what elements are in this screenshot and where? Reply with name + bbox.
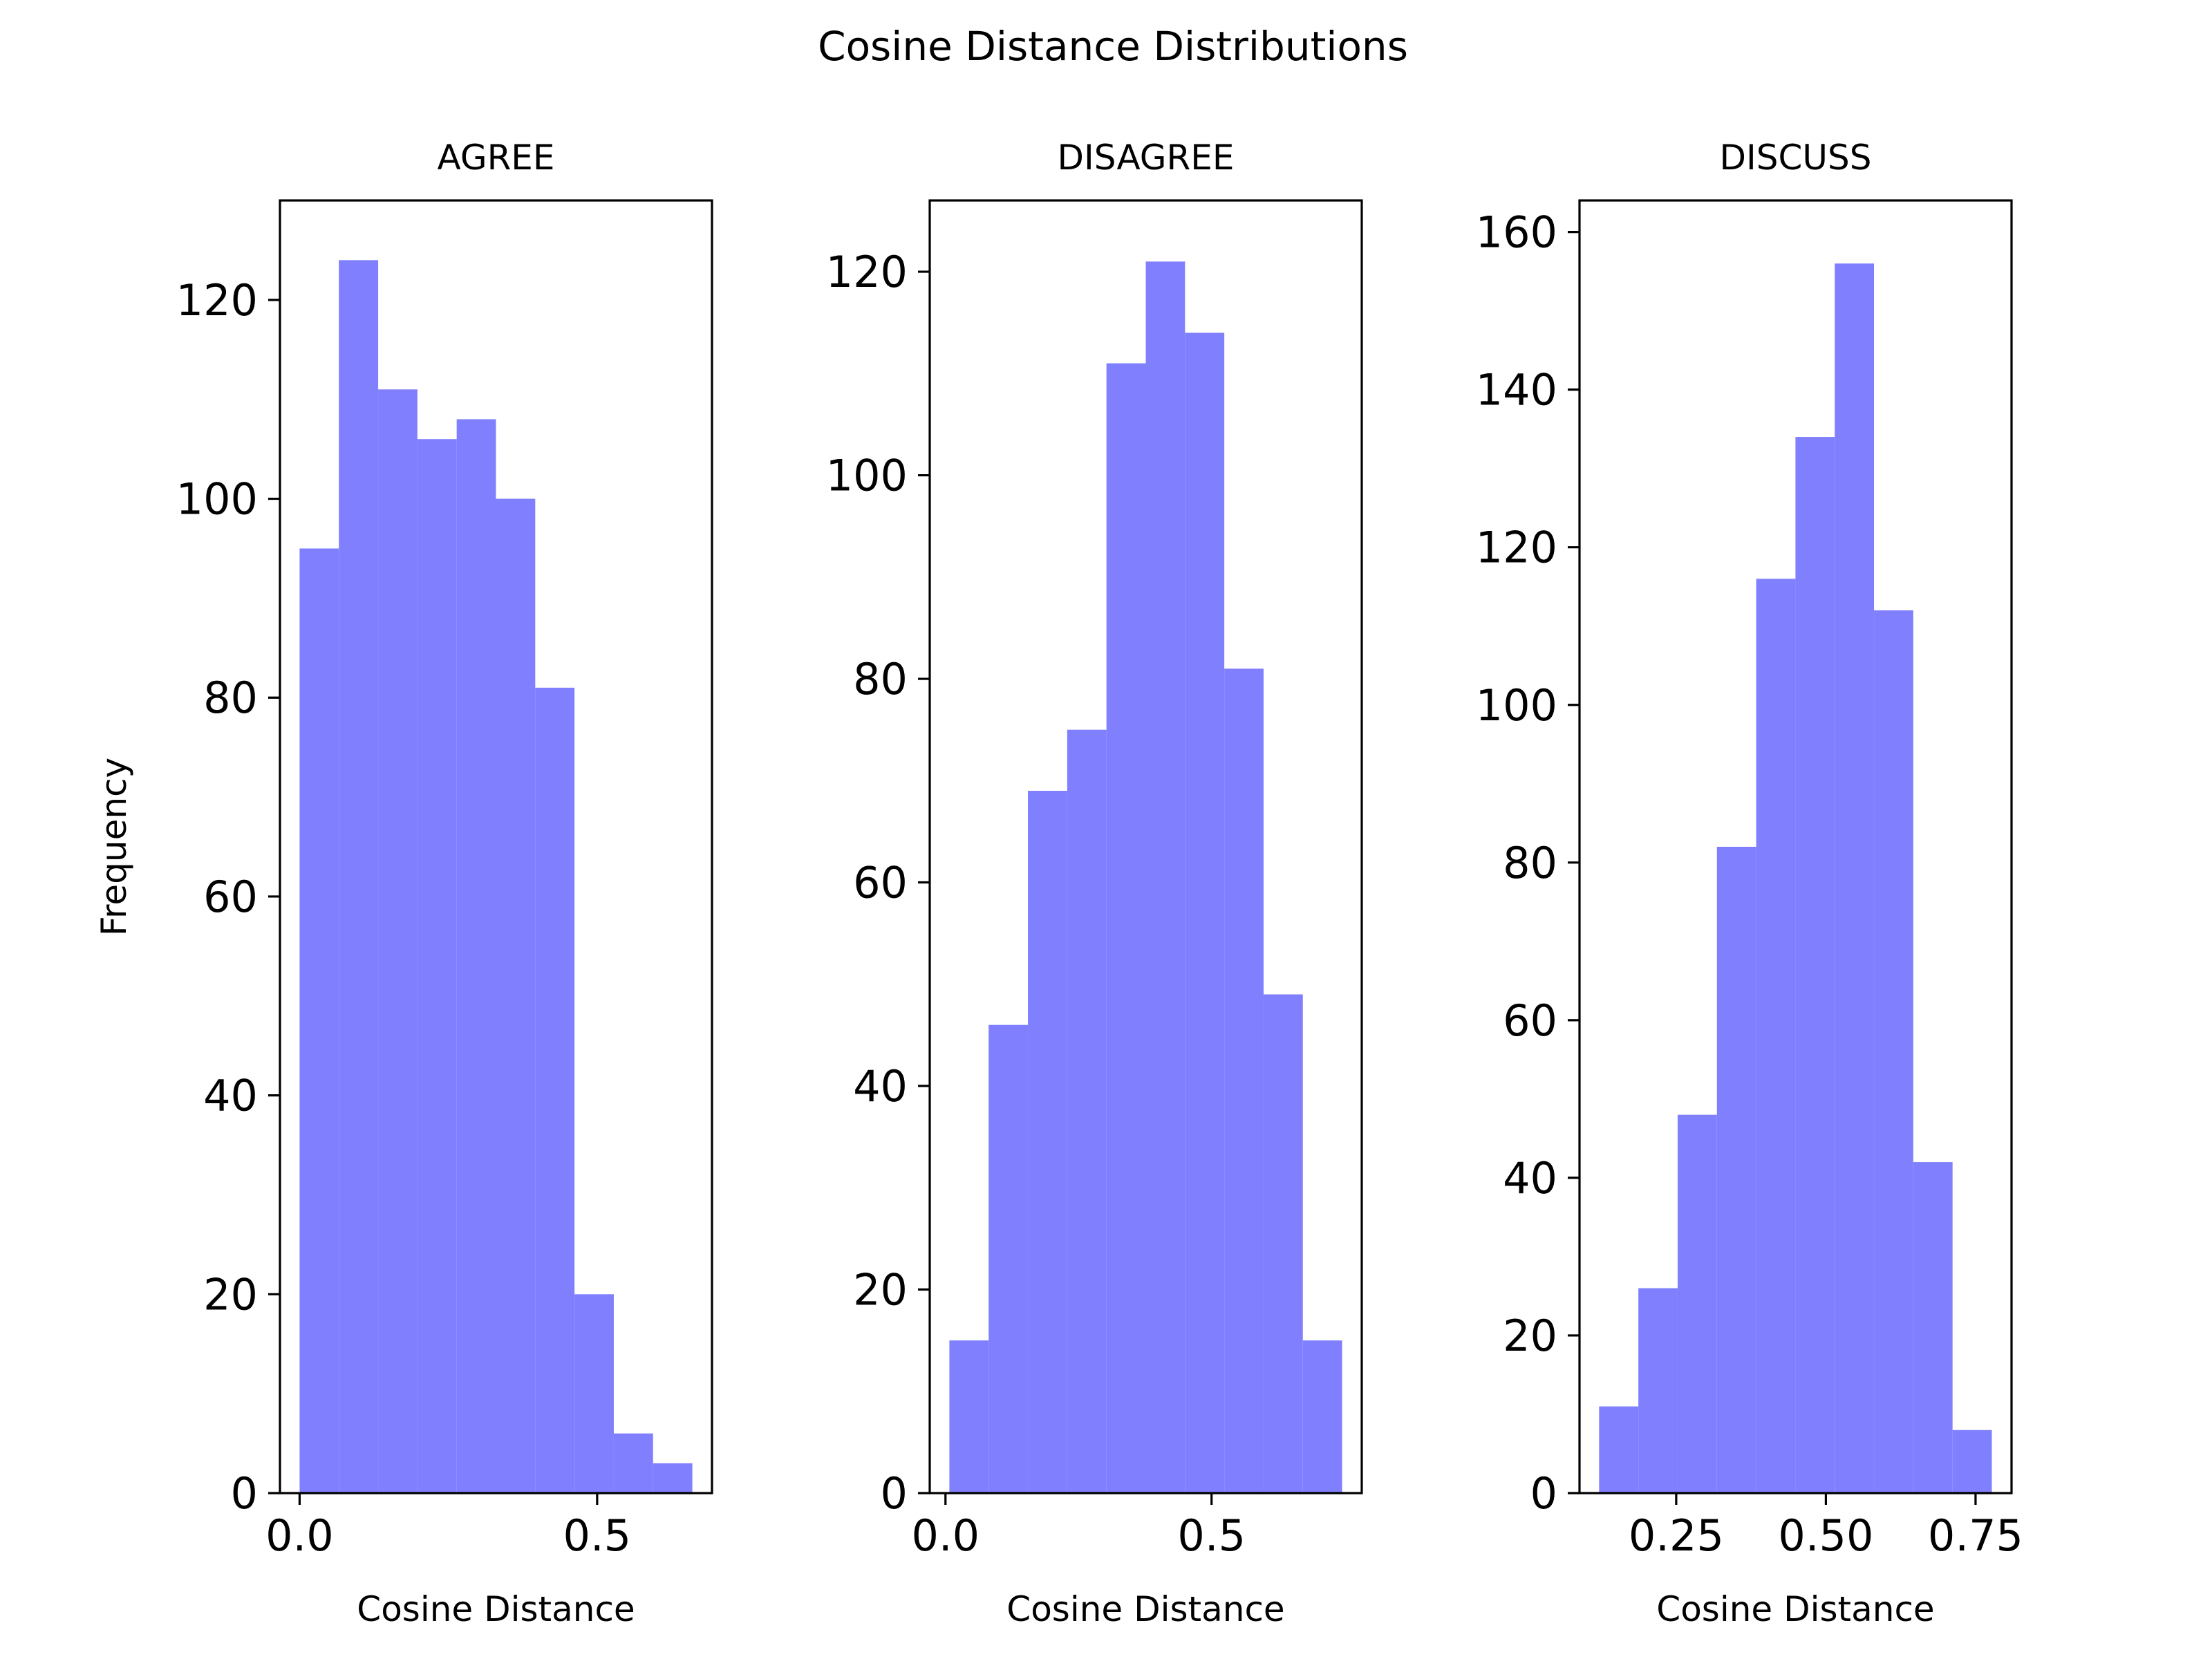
histogram-bar (1756, 579, 1796, 1493)
subplot-discuss: 0 20 40 60 80 100 120 140 160 0.25 0.50 0.75 DISCUSS… (1476, 138, 2023, 1629)
histogram-bar (456, 419, 496, 1494)
histogram-bar (1952, 1430, 1992, 1493)
histogram-bar (1224, 668, 1264, 1493)
x-axis-label: Cosine Distance (1006, 1589, 1284, 1629)
histogram-bar (574, 1294, 614, 1493)
histogram-bar (949, 1340, 989, 1493)
y-tick-label: 60 (1503, 995, 1557, 1046)
histogram-bar (1677, 1114, 1717, 1493)
axes-frame (928, 199, 1363, 1494)
histogram-bar (1638, 1288, 1678, 1493)
histogram-bar (1028, 791, 1067, 1493)
y-tick-label: 60 (853, 858, 908, 908)
x-tick-label: 0.0 (911, 1510, 980, 1561)
subplots: 0 20 40 60 80 100 120 0.0 0.5 AGREE Cosine Distanc… (176, 138, 2023, 1629)
histogram-bar (1106, 363, 1146, 1493)
y-tick-label: 120 (826, 247, 908, 297)
histogram-bar (1795, 437, 1835, 1493)
y-tick-label: 80 (853, 654, 908, 704)
subplot-title: AGREE (438, 138, 555, 178)
x-tick-label: 0.50 (1778, 1510, 1873, 1561)
histogram-bar (653, 1463, 693, 1493)
y-tick-label: 100 (826, 451, 908, 501)
x-tick-label: 0.0 (265, 1510, 334, 1561)
subplot-title: DISCUSS (1720, 138, 1872, 178)
histogram-bar (613, 1433, 653, 1493)
y-tick-label: 100 (176, 474, 258, 525)
x-axis-label: Cosine Distance (1656, 1589, 1934, 1629)
axes-frame (279, 199, 713, 1494)
y-tick-label: 80 (203, 673, 258, 723)
histogram-bar (1835, 263, 1875, 1494)
histogram-bar (1874, 610, 1913, 1494)
y-tick-label: 0 (231, 1468, 258, 1519)
histogram-bar (496, 498, 536, 1493)
y-tick-label: 60 (203, 872, 258, 922)
x-tick-label: 0.75 (1928, 1510, 2023, 1561)
subplot-disagree: 0 20 40 60 80 100 120 0.0 0.5 DISAGREE Cosine Dist… (826, 138, 1363, 1629)
histogram-bar (1599, 1406, 1639, 1493)
histogram-bar (417, 439, 457, 1493)
subplot-title: DISAGREE (1058, 138, 1235, 178)
x-axis-label: Cosine Distance (357, 1589, 635, 1629)
histogram-bar (339, 260, 379, 1493)
histogram-bar (1913, 1162, 1953, 1493)
figure-title: Cosine Distance Distributions (818, 23, 1408, 70)
y-tick-label: 20 (853, 1265, 908, 1315)
y-tick-label: 40 (203, 1071, 258, 1121)
x-tick-label: 0.5 (563, 1510, 632, 1561)
y-tick-label: 160 (1476, 207, 1557, 258)
histogram-bar (535, 687, 575, 1493)
histogram-bar (1302, 1340, 1342, 1493)
x-tick-label: 0.25 (1629, 1510, 1724, 1561)
histogram-bar (1067, 729, 1107, 1493)
y-tick-label: 120 (176, 275, 258, 326)
x-tick-label: 0.5 (1177, 1510, 1246, 1561)
subplot-agree: 0 20 40 60 80 100 120 0.0 0.5 AGREE Cosine Distanc… (176, 138, 713, 1629)
y-tick-label: 20 (1503, 1311, 1557, 1361)
histogram-bar (1716, 847, 1756, 1493)
y-tick-label: 20 (203, 1269, 258, 1320)
y-tick-label: 40 (1503, 1153, 1557, 1203)
histogram-bar (1263, 994, 1303, 1493)
histogram-bar (378, 389, 418, 1493)
histogram-bar (1145, 261, 1185, 1494)
axes-frame (1578, 199, 2013, 1494)
histogram-bar (299, 548, 339, 1494)
y-axis-label: Frequency (94, 758, 134, 936)
y-tick-label: 0 (881, 1468, 908, 1519)
histogram-bar (1185, 332, 1225, 1493)
y-tick-label: 120 (1476, 523, 1557, 573)
y-tick-label: 0 (1530, 1468, 1557, 1519)
y-tick-label: 80 (1503, 838, 1557, 888)
histogram-bar (988, 1024, 1029, 1493)
y-tick-label: 40 (853, 1061, 908, 1112)
y-tick-label: 100 (1476, 680, 1557, 731)
y-tick-label: 140 (1476, 365, 1557, 415)
